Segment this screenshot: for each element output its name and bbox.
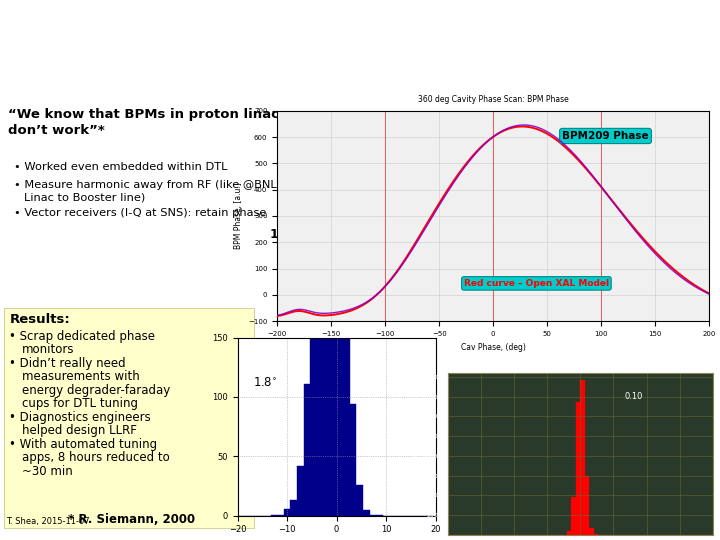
Text: T. Shea, 2015-11-07: T. Shea, 2015-11-07	[6, 517, 89, 526]
Bar	[330, 80, 337, 516]
Text: “We know that BPMs in proton linacs
don’t work”*: “We know that BPMs in proton linacs don’…	[8, 108, 287, 137]
Text: EUROPEAN
SPALLATION
SOURCE: EUROPEAN SPALLATION SOURCE	[679, 25, 711, 44]
Text: Red curve – Open XAL Model: Red curve – Open XAL Model	[464, 279, 609, 288]
Text: Results:: Results:	[10, 313, 71, 326]
Text: helped design LLRF: helped design LLRF	[22, 424, 137, 437]
Bar	[290, 500, 297, 516]
Bar	[350, 404, 356, 516]
Text: Linac to Booster line): Linac to Booster line)	[24, 193, 145, 203]
Text: 0.10: 0.10	[624, 392, 642, 401]
Text: • Diagnostics engineers: • Diagnostics engineers	[9, 411, 150, 424]
Bar	[277, 515, 284, 516]
Bar	[297, 466, 304, 516]
Text: BPM209 Phase: BPM209 Phase	[562, 131, 649, 141]
Bar	[323, 55, 330, 516]
Text: • Scrap dedicated phase: • Scrap dedicated phase	[9, 330, 155, 343]
Text: 1.8$^{\circ}$: 1.8$^{\circ}$	[253, 377, 278, 390]
Bar	[580, 380, 585, 535]
Text: SNS BPM Position/Phase Measurement: SNS BPM Position/Phase Measurement	[22, 65, 479, 85]
X-axis label: Cav Phase, (deg): Cav Phase, (deg)	[461, 342, 526, 352]
Text: • With automated tuning: • With automated tuning	[9, 438, 157, 451]
Text: Concurrent Development:: Concurrent Development:	[22, 22, 325, 42]
Bar	[576, 402, 580, 535]
Bar	[317, 163, 323, 516]
Y-axis label: BPM Phase, [a.u.]: BPM Phase, [a.u.]	[233, 183, 243, 249]
Title: 360 deg Cavity Phase Scan: BPM Phase: 360 deg Cavity Phase Scan: BPM Phase	[418, 96, 569, 104]
Text: • Didn’t really need: • Didn’t really need	[9, 357, 125, 370]
Text: measurements with: measurements with	[22, 370, 140, 383]
Title: Histogram of BPM04 Phase: Histogram of BPM04 Phase	[534, 359, 627, 365]
Text: • Vector receivers (I-Q at SNS): retain phase: • Vector receivers (I-Q at SNS): retain …	[14, 208, 266, 218]
Bar	[377, 515, 383, 516]
Bar	[356, 485, 363, 516]
Bar	[369, 515, 377, 516]
Bar	[304, 384, 310, 516]
Text: 0.1 deg. at ORNL,
2 years later: 0.1 deg. at ORNL, 2 years later	[484, 228, 608, 258]
Bar	[363, 510, 369, 516]
Bar	[337, 178, 343, 516]
Bar	[585, 476, 589, 535]
Bar	[343, 310, 350, 516]
Text: • Measure harmonic away from RF (like @BNL: • Measure harmonic away from RF (like @B…	[14, 180, 276, 190]
Bar	[284, 509, 290, 516]
Text: ~30 min: ~30 min	[22, 465, 73, 478]
Y-axis label: Percent: Percent	[411, 441, 417, 467]
Text: * R. Siemann, 2000: * R. Siemann, 2000	[68, 513, 195, 526]
Bar	[310, 290, 317, 516]
Text: apps, 8 hours reduced to: apps, 8 hours reduced to	[22, 451, 170, 464]
FancyBboxPatch shape	[4, 308, 254, 528]
Bar	[572, 497, 576, 535]
Text: cups for DTL tuning: cups for DTL tuning	[22, 397, 138, 410]
Text: energy degrader-faraday: energy degrader-faraday	[22, 384, 170, 397]
Text: ess: ess	[620, 43, 640, 53]
Bar	[271, 515, 277, 516]
Text: • Worked even embedded within DTL: • Worked even embedded within DTL	[14, 162, 228, 172]
Text: 1.8 deg. at Berkeley, 2002: 1.8 deg. at Berkeley, 2002	[270, 228, 455, 241]
Bar	[589, 528, 593, 535]
Bar	[567, 531, 572, 535]
Text: monitors: monitors	[22, 343, 74, 356]
